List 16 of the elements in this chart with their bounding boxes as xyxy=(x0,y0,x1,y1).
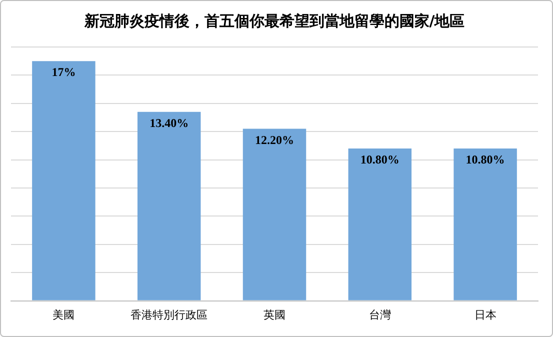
bar xyxy=(242,128,306,300)
data-label: 10.80% xyxy=(466,152,505,167)
chart-title: 新冠肺炎疫情後，首五個你最希望到當地留學的國家/地區 xyxy=(83,12,465,30)
bar xyxy=(454,148,517,300)
data-label: 12.20% xyxy=(255,132,294,147)
bar xyxy=(348,148,412,300)
bar xyxy=(137,112,201,300)
x-tick-label: 香港特別行政區 xyxy=(130,308,208,322)
data-label: 10.80% xyxy=(360,152,400,167)
x-tick-label: 日本 xyxy=(474,308,496,322)
x-tick-label: 台灣 xyxy=(368,308,391,322)
data-label: 13.40% xyxy=(150,116,189,130)
x-tick-label: 英國 xyxy=(264,308,286,322)
bar xyxy=(32,61,96,300)
data-label: 17% xyxy=(52,65,76,80)
x-tick-label: 美國 xyxy=(52,308,75,322)
